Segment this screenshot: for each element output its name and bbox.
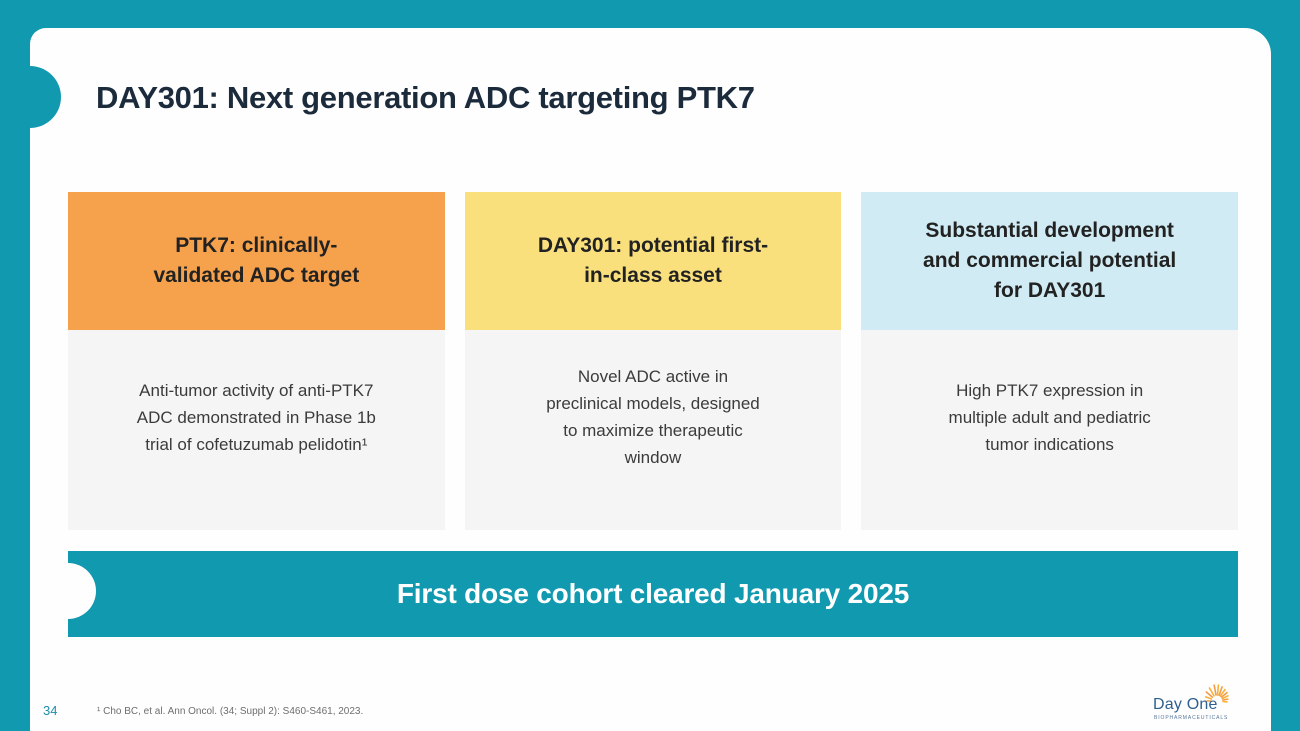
content-card: DAY301: Next generation ADC targeting PT…	[0, 28, 1271, 731]
page-number: 34	[43, 703, 58, 718]
card-commercial-potential-header: Substantial development and commercial p…	[861, 192, 1238, 330]
card-commercial-potential: Substantial development and commercial p…	[861, 192, 1238, 530]
banner-text: First dose cohort cleared January 2025	[396, 578, 910, 609]
logo-wordmark: Day One	[1153, 696, 1218, 713]
card-first-in-class: DAY301: potential first- in-class asset …	[464, 192, 842, 530]
card-first-in-class-body: Novel ADC active in preclinical models, …	[464, 330, 842, 530]
footnote-citation: ¹ Cho BC, et al. Ann Oncol. (34; Suppl 2…	[97, 706, 364, 717]
card-ptk7-target: PTK7: clinically- validated ADC target A…	[68, 192, 445, 530]
sunburst-icon	[1204, 684, 1229, 703]
page-title: DAY301: Next generation ADC targeting PT…	[96, 80, 755, 115]
day-one-logo: Day One BIOPHARMACEUTICALS	[1153, 684, 1229, 724]
banner-notch-decoration	[40, 563, 96, 619]
cards-row: PTK7: clinically- validated ADC target A…	[68, 192, 1238, 530]
card-ptk7-target-header: PTK7: clinically- validated ADC target	[68, 192, 445, 330]
logo-subtext: BIOPHARMACEUTICALS	[1154, 715, 1229, 721]
card-commercial-potential-body: High PTK7 expression in multiple adult a…	[861, 330, 1238, 530]
card-ptk7-target-body: Anti-tumor activity of anti-PTK7 ADC dem…	[68, 330, 445, 530]
milestone-banner: First dose cohort cleared January 2025	[40, 551, 1238, 637]
left-notch-decoration	[0, 66, 61, 128]
card-first-in-class-header: DAY301: potential first- in-class asset	[464, 192, 842, 330]
